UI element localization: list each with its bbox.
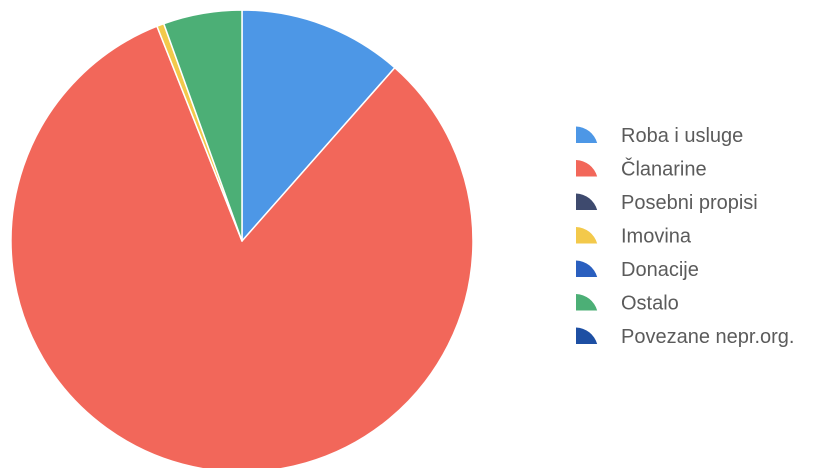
legend-label-3: Imovina bbox=[621, 226, 692, 248]
legend-label-0: Roba i usluge bbox=[621, 125, 743, 147]
pie-wedge-icon bbox=[576, 193, 598, 210]
legend-item-5: Ostalo bbox=[576, 293, 679, 315]
pie-wedge-icon bbox=[576, 327, 598, 344]
legend-label-6: Povezane nepr.org. bbox=[621, 326, 794, 348]
pie-wedge-icon bbox=[576, 260, 598, 277]
legend-label-2: Posebni propisi bbox=[621, 192, 758, 214]
legend: Roba i usluge Članarine Posebni propisi Imo… bbox=[576, 125, 794, 348]
pie-wedge-icon bbox=[576, 226, 598, 244]
legend-item-4: Donacije bbox=[576, 259, 699, 281]
legend-label-1: Članarine bbox=[621, 158, 707, 181]
legend-item-2: Posebni propisi bbox=[576, 192, 758, 214]
legend-item-3: Imovina bbox=[576, 226, 692, 248]
pie-wedge-icon bbox=[576, 126, 598, 143]
legend-item-6: Povezane nepr.org. bbox=[576, 326, 794, 348]
legend-label-5: Ostalo bbox=[621, 293, 679, 315]
pie-slice-5 bbox=[163, 9, 243, 242]
pie-slice-0 bbox=[241, 9, 396, 242]
pie-wedge-icon bbox=[576, 293, 598, 311]
pie bbox=[10, 9, 474, 468]
legend-item-1: Članarine bbox=[576, 158, 707, 181]
pie-wedge-icon bbox=[576, 159, 598, 177]
legend-label-4: Donacije bbox=[621, 259, 699, 281]
pie-slice-1 bbox=[10, 25, 474, 468]
legend-item-0: Roba i usluge bbox=[576, 125, 743, 147]
